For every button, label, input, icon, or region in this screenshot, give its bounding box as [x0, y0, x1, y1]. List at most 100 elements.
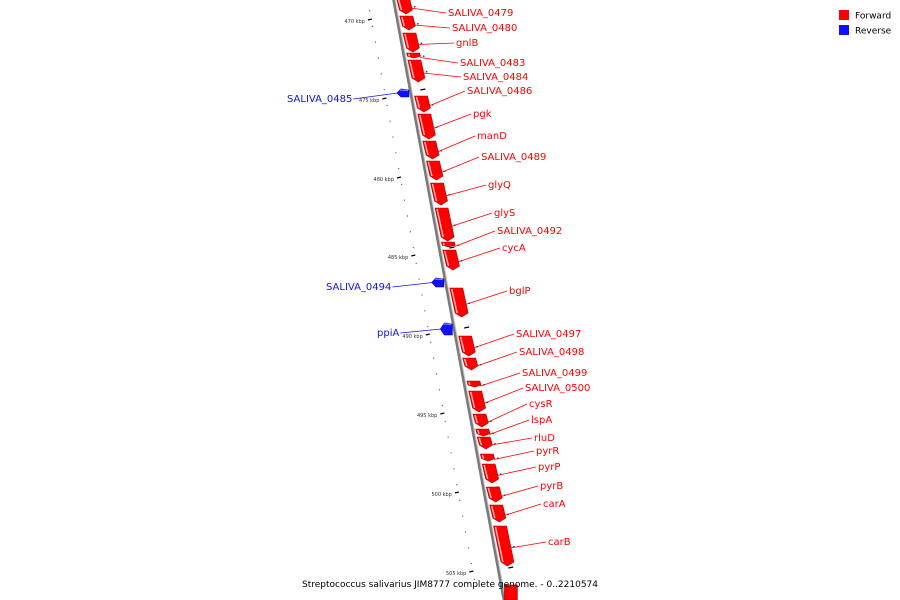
gene-arrow[interactable] [430, 182, 448, 206]
ruler-minor-tick [398, 168, 400, 170]
gene-feature[interactable] [402, 32, 423, 53]
gene-feature[interactable] [417, 113, 438, 140]
gene-feature[interactable] [475, 428, 494, 437]
gene-label[interactable]: glyS [494, 208, 515, 219]
gene-arrow[interactable] [414, 95, 431, 113]
gene-label[interactable]: SALIVA_0497 [516, 329, 581, 340]
gene-feature[interactable] [476, 436, 496, 450]
gene-label[interactable]: carB [548, 537, 571, 548]
gene-label-leader [428, 90, 466, 107]
gene-label[interactable]: glyQ [488, 180, 511, 191]
gene-label[interactable]: SALIVA_0498 [519, 347, 584, 358]
gene-arrow[interactable] [396, 0, 413, 15]
gene-feature[interactable] [426, 160, 446, 181]
gene-feature[interactable] [442, 249, 463, 271]
gene-label[interactable]: manD [477, 131, 507, 142]
gene-feature[interactable] [466, 380, 485, 388]
axis-side-tick [508, 566, 514, 569]
gene-feature[interactable] [406, 52, 425, 59]
gene-feature[interactable] [462, 357, 482, 371]
gene-label[interactable]: SALIVA_0489 [481, 152, 546, 163]
gene-arrow[interactable] [426, 160, 444, 181]
ruler-minor-tick [470, 563, 472, 565]
gene-label[interactable]: pyrP [538, 462, 560, 473]
gene-feature[interactable] [434, 207, 456, 242]
gene-marker-dot [425, 71, 428, 73]
gene-label[interactable]: lspA [531, 415, 552, 426]
gene-label[interactable]: ppiA [377, 328, 399, 339]
ruler-minor-tick [415, 262, 417, 264]
gene-feature[interactable] [430, 182, 451, 206]
gene-feature[interactable] [458, 335, 478, 357]
gene-arrow[interactable] [417, 113, 436, 140]
gene-marker-dot [496, 457, 499, 459]
gene-feature[interactable] [440, 241, 460, 248]
gene-feature[interactable] [479, 453, 499, 462]
ruler-minor-tick [441, 405, 443, 407]
gene-label[interactable]: rluD [534, 433, 555, 444]
gene-feature[interactable] [396, 0, 416, 15]
gene-arrow[interactable] [481, 463, 499, 484]
gene-label[interactable]: carA [543, 499, 566, 510]
gene-feature[interactable] [396, 88, 410, 98]
gene-arrow-highlight [481, 454, 485, 459]
gene-arrow[interactable] [440, 241, 456, 248]
gene-label[interactable]: SALIVA_0479 [448, 8, 513, 19]
gene-arrow[interactable] [489, 504, 507, 523]
gene-marker-dot [499, 473, 502, 475]
gene-arrow[interactable] [472, 413, 489, 428]
gene-label[interactable]: bglP [509, 286, 531, 297]
gene-arrow[interactable] [466, 380, 482, 388]
gene-feature[interactable] [407, 59, 428, 83]
gene-label[interactable]: SALIVA_0480 [452, 23, 517, 34]
gene-feature[interactable] [431, 277, 445, 288]
gene-arrow[interactable] [407, 59, 426, 83]
gene-label[interactable]: SALIVA_0486 [467, 86, 532, 97]
gene-arrow[interactable] [442, 249, 460, 271]
gene-arrow[interactable] [402, 32, 420, 53]
gene-arrow[interactable] [399, 15, 416, 31]
gene-label[interactable]: cycA [502, 243, 526, 254]
gene-arrow[interactable] [493, 525, 515, 567]
gene-feature[interactable] [493, 525, 515, 567]
gene-label[interactable]: SALIVA_0483 [460, 58, 525, 69]
gene-label[interactable]: gnlB [456, 38, 478, 49]
gene-arrow[interactable] [485, 486, 503, 503]
gene-label[interactable]: SALIVA_0499 [522, 368, 587, 379]
gene-arrow[interactable] [422, 140, 440, 160]
gene-feature[interactable] [414, 95, 434, 113]
gene-arrow[interactable] [479, 453, 495, 462]
gene-feature[interactable] [472, 413, 492, 428]
gene-feature[interactable] [468, 390, 489, 413]
gene-arrow-highlight [443, 323, 452, 326]
gene-feature[interactable] [449, 287, 470, 318]
gene-arrow[interactable] [406, 52, 421, 59]
gene-arrow-highlight [474, 414, 479, 424]
gene-label[interactable]: pyrR [536, 446, 559, 457]
gene-arrow[interactable] [475, 428, 491, 437]
gene-feature[interactable] [422, 140, 442, 160]
gene-label[interactable]: pyrB [540, 481, 563, 492]
ruler-minor-tick [369, 10, 371, 12]
gene-arrow[interactable] [468, 390, 486, 413]
gene-label[interactable]: SALIVA_0500 [525, 383, 590, 394]
gene-label[interactable]: SALIVA_0492 [497, 226, 562, 237]
gene-feature[interactable] [485, 486, 506, 503]
gene-label[interactable]: SALIVA_0494 [326, 282, 391, 293]
gene-arrow[interactable] [476, 436, 493, 450]
gene-arrow-highlight [399, 89, 408, 92]
gene-arrow[interactable] [449, 287, 469, 318]
gene-label-leader [500, 485, 539, 497]
ruler-minor-tick [389, 120, 391, 122]
gene-arrow[interactable] [458, 335, 476, 357]
gene-label[interactable]: pgk [473, 109, 492, 120]
gene-label[interactable]: SALIVA_0484 [463, 72, 528, 83]
gene-label[interactable]: SALIVA_0485 [287, 94, 352, 105]
gene-feature[interactable] [399, 15, 419, 31]
gene-feature[interactable] [439, 322, 453, 336]
gene-feature[interactable] [489, 504, 509, 523]
gene-feature[interactable] [481, 463, 502, 484]
gene-arrow[interactable] [434, 207, 455, 242]
gene-arrow[interactable] [462, 357, 479, 371]
gene-label[interactable]: cysR [529, 399, 553, 410]
